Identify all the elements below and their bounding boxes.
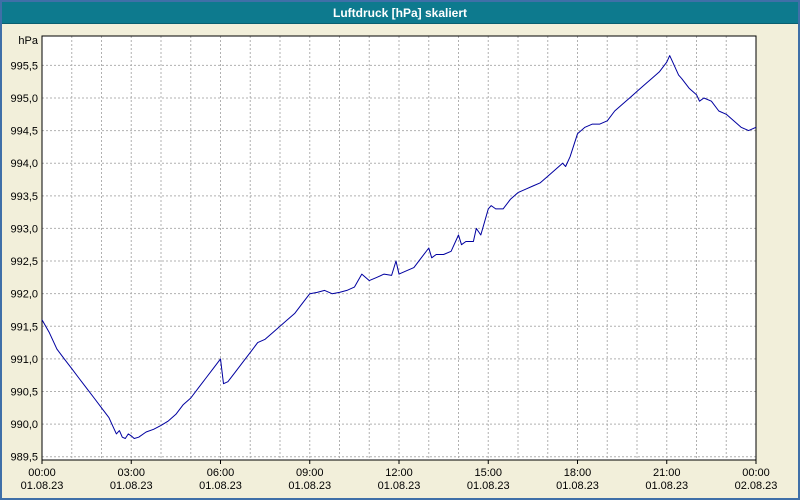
x-tick-time: 03:00 [117,467,145,479]
y-tick-label: 992,0 [10,289,38,301]
y-tick-label: 993,0 [10,223,38,235]
y-tick-label: 991,0 [10,354,38,366]
y-tick-label: 990,0 [10,419,38,431]
y-axis-unit-label: hPa [18,35,38,47]
title-bar: Luftdruck [hPa] skaliert [2,2,798,24]
chart-area: hPa 989,5 990,0 990,5 991,0 991,5 992,0 992,5 99… [2,24,798,497]
window-title: Luftdruck [hPa] skaliert [332,5,468,20]
x-tick-date: 01.08.23 [21,480,64,492]
x-tick-date: 01.08.23 [110,480,153,492]
x-tick-time: 00:00 [28,467,56,479]
x-tick-date: 01.08.23 [645,480,688,492]
y-tick-label: 995,0 [10,93,38,105]
x-tick-date: 01.08.23 [467,480,510,492]
pressure-line [41,55,757,439]
x-tick-time: 00:00 [742,467,770,479]
y-tick-label: 990,5 [10,387,38,399]
x-tick-date: 01.08.23 [199,480,242,492]
y-tick-label: 991,5 [10,321,38,333]
x-tick-time: 18:00 [564,467,592,479]
x-tick-time: 21:00 [653,467,681,479]
y-tick-label: 995,5 [10,60,38,72]
x-tick-time: 12:00 [385,467,413,479]
x-tick-time: 09:00 [296,467,324,479]
y-tick-label: 992,5 [10,256,38,268]
x-tick-time: 06:00 [207,467,235,479]
x-tick-time: 15:00 [474,467,502,479]
y-tick-label: 994,0 [10,158,38,170]
y-tick-label: 994,5 [10,126,38,138]
x-tick-date: 01.08.23 [288,480,331,492]
x-tick-date: 01.08.23 [378,480,421,492]
x-tick-date: 02.08.23 [735,480,778,492]
chart-canvas: hPa 989,5 990,0 990,5 991,0 991,5 992,0 992,5 99… [10,35,778,492]
y-tick-label: 993,5 [10,191,38,203]
x-tick-date: 01.08.23 [556,480,599,492]
y-tick-label: 989,5 [10,452,38,464]
